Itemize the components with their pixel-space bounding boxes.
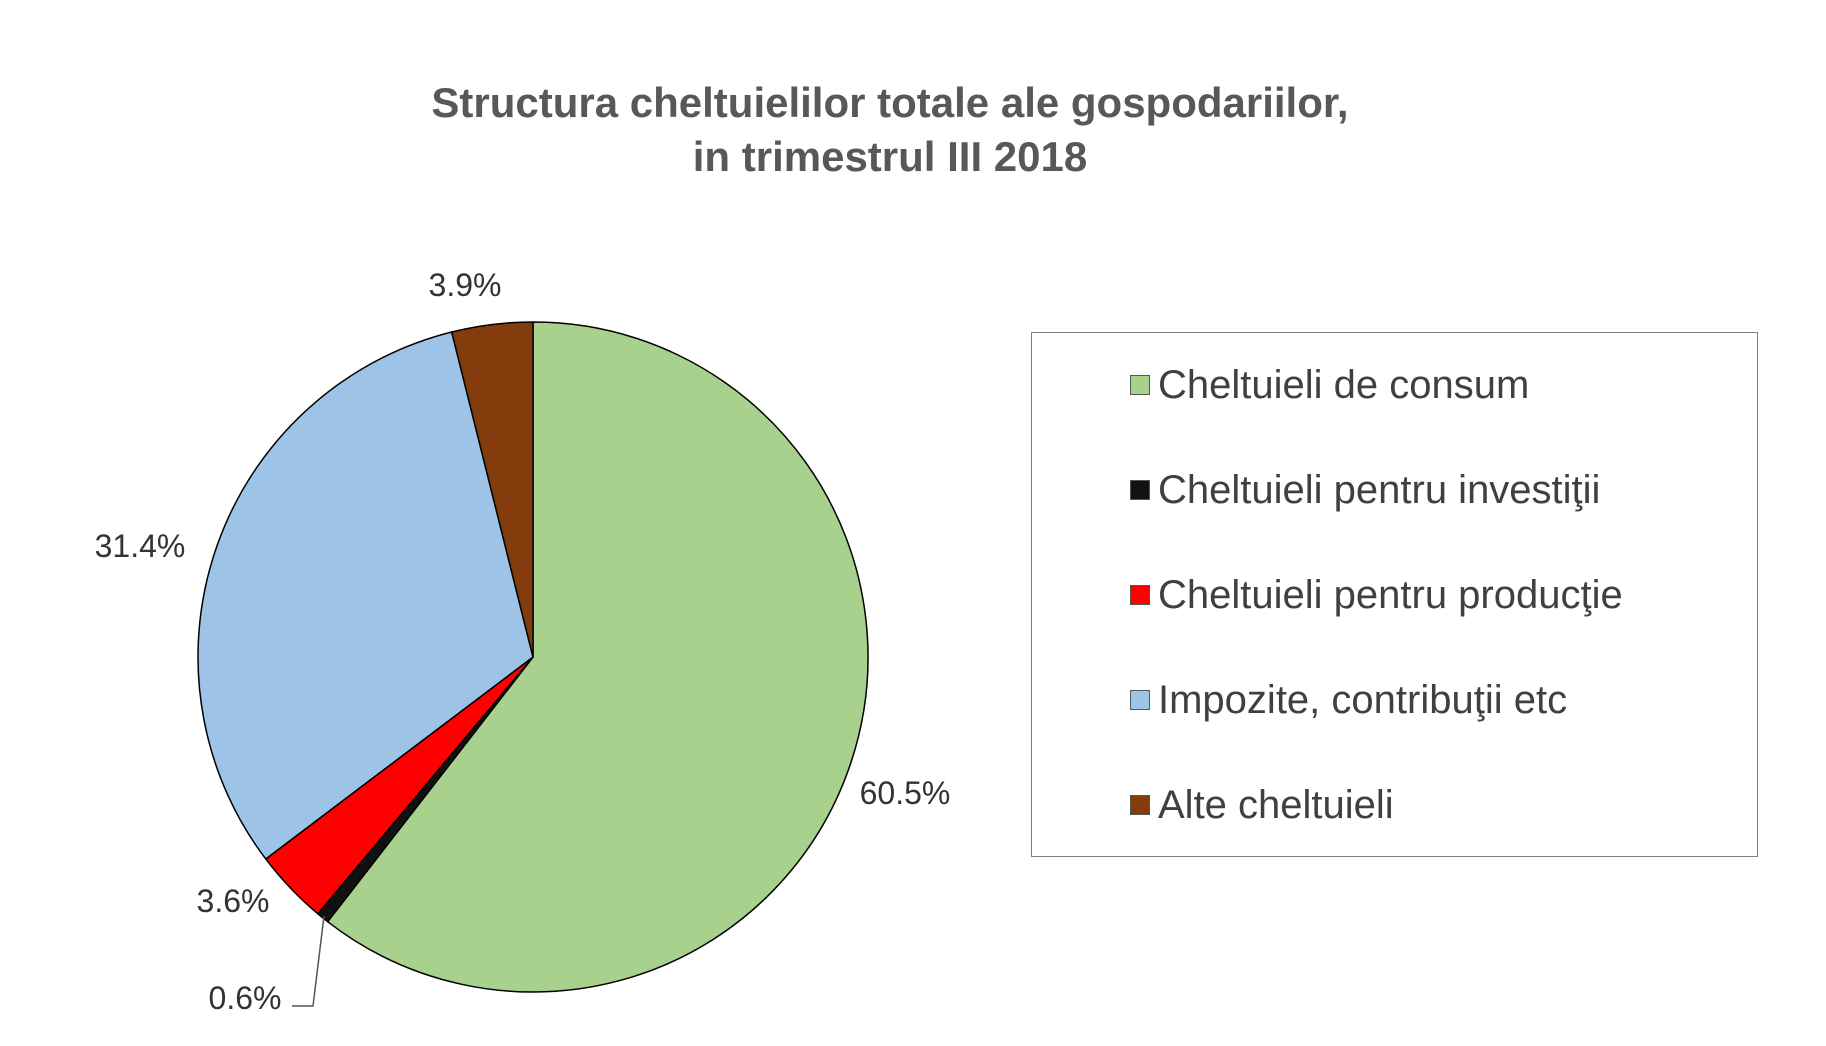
pie-slice-alte-cheltuieli <box>450 321 534 658</box>
legend-item-alte-cheltuieli: Alte cheltuieli <box>1130 779 1394 831</box>
pie-slice-impozite-contributii-etc <box>197 331 534 860</box>
legend-item-impozite-contributii-etc: Impozite, contribuţii etc <box>1130 674 1567 726</box>
legend-label: Cheltuieli pentru investiţii <box>1158 467 1601 512</box>
data-label-alte-cheltuieli: 3.9% <box>429 267 502 303</box>
chart-title-line-1: Structura cheltuielilor totale ale gospo… <box>431 79 1349 126</box>
legend-label: Cheltuieli pentru producţie <box>1158 572 1623 617</box>
pie-slice-cheltuieli-de-consum <box>326 321 869 993</box>
data-label-cheltuieli-de-consum: 60.5% <box>860 775 951 811</box>
data-label-cheltuieli-pentru-investitii: 0.6% <box>209 980 282 1016</box>
legend-swatch <box>1130 585 1150 605</box>
chart-title-line-2: in trimestrul III 2018 <box>692 133 1088 180</box>
legend-label: Alte cheltuieli <box>1158 782 1394 827</box>
chart-legend: Cheltuieli de consum Cheltuieli pentru in… <box>1031 332 1758 857</box>
legend-swatch <box>1130 480 1150 500</box>
chart-title: Structura cheltuielilor totale ale gospo… <box>0 76 1780 184</box>
legend-item-cheltuieli-de-consum: Cheltuieli de consum <box>1130 359 1529 411</box>
legend-swatch <box>1130 690 1150 710</box>
legend-item-cheltuieli-pentru-investitii: Cheltuieli pentru investiţii <box>1130 464 1600 516</box>
legend-item-cheltuieli-pentru-productie: Cheltuieli pentru producţie <box>1130 569 1623 621</box>
legend-label: Impozite, contribuţii etc <box>1158 677 1568 722</box>
pie-slices <box>197 321 869 993</box>
legend-swatch <box>1130 375 1150 395</box>
data-label-impozite-contributii-etc: 31.4% <box>95 528 186 564</box>
legend-swatch <box>1130 795 1150 815</box>
pie-data-labels: 60.5% 0.6% 3.6% 31.4% 3.9% <box>95 267 951 1016</box>
leader-line-cheltuieli-pentru-investitii <box>292 916 325 1007</box>
data-label-cheltuieli-pentru-productie: 3.6% <box>197 883 270 919</box>
legend-label: Cheltuieli de consum <box>1158 362 1530 407</box>
